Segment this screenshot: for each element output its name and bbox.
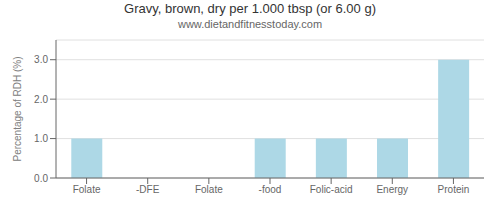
- svg-text:Percentage of RDH (%): Percentage of RDH (%): [12, 56, 23, 161]
- svg-text:Folate: Folate: [73, 184, 101, 195]
- svg-text:Folic-acid: Folic-acid: [310, 184, 353, 195]
- svg-text:2.0: 2.0: [34, 94, 48, 105]
- html-text:www.dietandfitnesstoday.com: www.dietandfitnesstoday.com: [178, 18, 322, 30]
- svg-text:-DFE: -DFE: [136, 184, 160, 195]
- html-text:Gravy, brown, dry per 1.000 tb: Gravy, brown, dry per 1.000 tbsp (or 6.0…: [124, 1, 376, 16]
- svg-text:0.0: 0.0: [34, 173, 48, 184]
- svg-text:-food: -food: [259, 184, 282, 195]
- svg-text:3.0: 3.0: [34, 54, 48, 65]
- svg-text:Protein: Protein: [438, 184, 470, 195]
- svg-text:Folate: Folate: [195, 184, 223, 195]
- svg-text:Energy: Energy: [376, 184, 408, 195]
- svg-text:1.0: 1.0: [34, 133, 48, 144]
